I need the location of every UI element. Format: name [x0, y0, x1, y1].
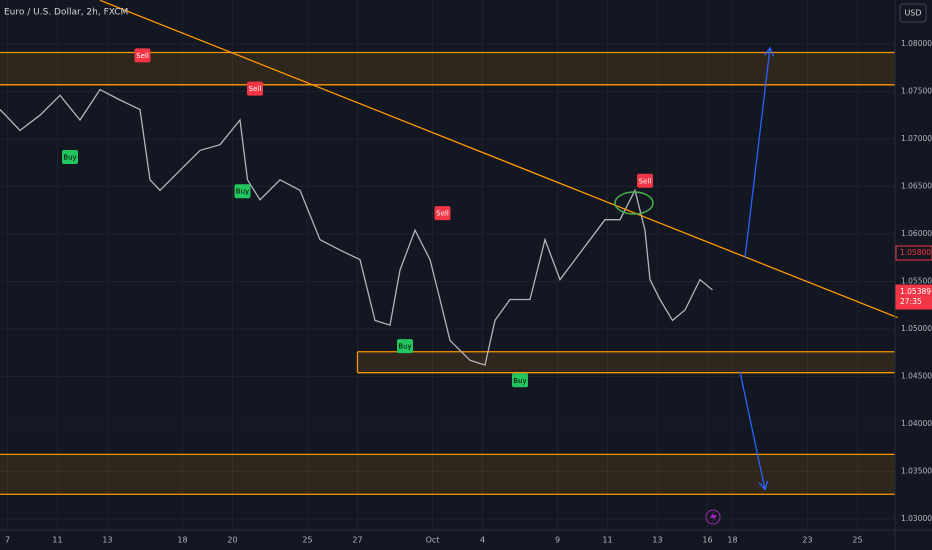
countdown: 27:35 [900, 297, 922, 306]
y-tick-label: 1.05500 [901, 276, 932, 285]
y-tick-label: 1.06500 [901, 181, 932, 190]
y-tick-label: 1.07500 [901, 86, 932, 95]
symbol-title: Euro / U.S. Dollar, 2h, FXCM [4, 8, 128, 18]
y-tick-label: 1.06000 [901, 229, 932, 238]
x-tick-label: 18 [727, 536, 737, 545]
arrow [739, 371, 766, 490]
arrow [744, 47, 771, 258]
x-tick-label: 16 [702, 536, 712, 545]
signal-label: Sell [249, 85, 262, 93]
signal-badge [234, 184, 251, 199]
y-tick-label: 1.03000 [901, 514, 932, 523]
price-tag [895, 245, 932, 261]
y-tick-label: 1.07000 [901, 134, 932, 143]
x-tick-label: 13 [102, 536, 112, 545]
x-tick-label: 9 [555, 536, 560, 545]
signal-label: Sell [639, 177, 652, 185]
zone [0, 52, 895, 85]
arrow-head [764, 46, 775, 57]
event-bolt [710, 511, 717, 523]
x-tick-label: 7 [5, 536, 10, 545]
event-icon[interactable] [705, 509, 721, 525]
signal-label: Buy [63, 154, 76, 162]
x-tick-label: 11 [602, 536, 612, 545]
x-tick-label: 20 [227, 536, 237, 545]
currency-box[interactable] [899, 3, 927, 23]
signal-label: Sell [136, 52, 149, 60]
x-tick-label: 11 [52, 536, 62, 545]
signal-badge [397, 339, 413, 354]
currency[interactable]: USD [904, 9, 921, 18]
x-tick-label: 27 [352, 536, 362, 545]
x-tick-label: 18 [177, 536, 187, 545]
signal-label: Buy [398, 343, 411, 351]
signal-badge [134, 48, 151, 63]
signal-label: Buy [236, 188, 249, 196]
x-tick-label: Oct [426, 536, 440, 545]
x-tick-label: 25 [302, 536, 312, 545]
y-tick-label: 1.04500 [901, 371, 932, 380]
y-tick-label: 1.05000 [901, 324, 932, 333]
x-tick-label: 25 [852, 536, 862, 545]
y-tick-label: 1.04000 [901, 419, 932, 428]
y-tick-label: 1.03500 [901, 466, 932, 475]
signal-badge [637, 173, 653, 188]
x-tick-label: 23 [802, 536, 812, 545]
price-tag-label: 1.05800 [900, 248, 931, 257]
price-tag [895, 284, 932, 310]
signal-badge [247, 81, 263, 96]
y-tick-label: 1.08000 [901, 39, 932, 48]
price-tag-label: 1.05389 [900, 287, 931, 296]
signal-badge [512, 373, 528, 388]
x-tick-label: 13 [652, 536, 662, 545]
highlight-ellipse [614, 191, 654, 215]
signal-label: Buy [513, 377, 526, 385]
trendline [99, 0, 898, 319]
zone [357, 351, 895, 373]
signal-badge [62, 150, 78, 165]
price-line [0, 88, 713, 366]
x-tick-label: 4 [480, 536, 485, 545]
arrow-head [758, 480, 769, 491]
zone [0, 454, 895, 495]
signal-badge [434, 206, 451, 221]
signal-label: Sell [436, 210, 449, 218]
